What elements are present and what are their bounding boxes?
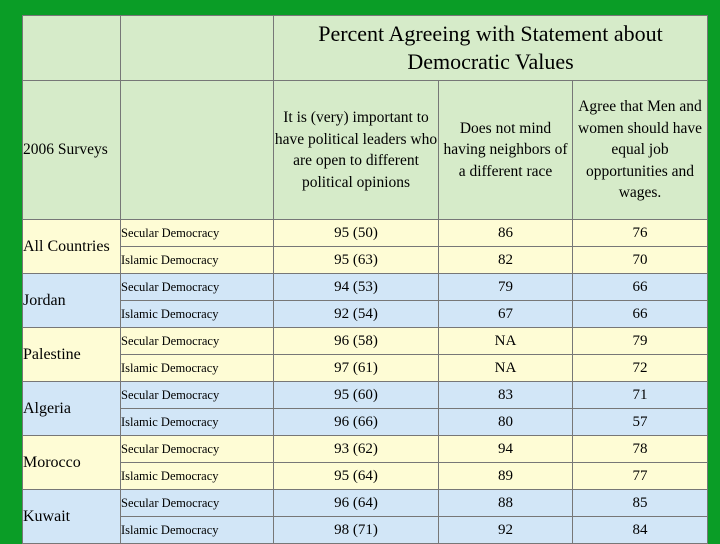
table-row: All Countries Secular Democracy 95 (50) 86 7… — [22, 219, 708, 274]
table-row: Palestine Secular Democracy 96 (58) NA 79 — [22, 327, 708, 382]
table-row: Algeria Secular Democracy 95 (60) 83 71 — [22, 381, 708, 436]
value-cell: 98 (71) — [273, 516, 439, 544]
value-cell: 70 — [572, 246, 708, 274]
value-cell: 78 — [572, 435, 708, 463]
democracy-type-cell: Islamic Democracy — [120, 300, 274, 328]
country-cell: Kuwait — [22, 489, 121, 544]
value-cell: 95 (60) — [273, 381, 439, 409]
value-cell: 94 (53) — [273, 273, 439, 301]
corner-blank-cell — [22, 15, 121, 81]
value-cell: 66 — [572, 300, 708, 328]
table-row: Islamic Democracy 97 (61) NA 72 — [22, 354, 708, 382]
value-cell: 96 (58) — [273, 327, 439, 355]
table-row: Islamic Democracy 95 (63) 82 70 — [22, 246, 708, 274]
value-cell: 67 — [438, 300, 573, 328]
value-cell: 96 (64) — [273, 489, 439, 517]
value-cell: 85 — [572, 489, 708, 517]
value-cell: 57 — [572, 408, 708, 436]
country-cell: Jordan — [22, 273, 121, 328]
type-header-blank — [120, 80, 274, 220]
democracy-type-cell: Secular Democracy — [120, 219, 274, 247]
value-cell: 83 — [438, 381, 573, 409]
table-row: Islamic Democracy 96 (66) 80 57 — [22, 408, 708, 436]
value-cell: 92 (54) — [273, 300, 439, 328]
column-header-open-leaders: It is (very) important to have political… — [273, 80, 439, 220]
democracy-type-cell: Islamic Democracy — [120, 462, 274, 490]
value-cell: 95 (64) — [273, 462, 439, 490]
democracy-type-cell: Secular Democracy — [120, 273, 274, 301]
democracy-type-cell: Islamic Democracy — [120, 246, 274, 274]
table-row: Morocco Secular Democracy 93 (62) 94 78 — [22, 435, 708, 490]
slide: Percent Agreeing with Statement about De… — [22, 15, 708, 544]
value-cell: 86 — [438, 219, 573, 247]
democracy-type-cell: Islamic Democracy — [120, 516, 274, 544]
value-cell: 92 — [438, 516, 573, 544]
value-cell: 82 — [438, 246, 573, 274]
value-cell: 79 — [572, 327, 708, 355]
value-cell: 96 (66) — [273, 408, 439, 436]
value-cell: 95 (50) — [273, 219, 439, 247]
table-row: Kuwait Secular Democracy 96 (64) 88 85 — [22, 489, 708, 544]
value-cell: 95 (63) — [273, 246, 439, 274]
value-cell: 93 (62) — [273, 435, 439, 463]
value-cell: NA — [438, 354, 573, 382]
democracy-type-cell: Islamic Democracy — [120, 354, 274, 382]
democracy-type-cell: Secular Democracy — [120, 489, 274, 517]
value-cell: 97 (61) — [273, 354, 439, 382]
value-cell: 79 — [438, 273, 573, 301]
table-row: Islamic Democracy 92 (54) 67 66 — [22, 300, 708, 328]
column-header-neighbors: Does not mind having neighbors of a diff… — [438, 80, 573, 220]
democratic-values-table: Percent Agreeing with Statement about De… — [22, 15, 708, 544]
value-cell: 71 — [572, 381, 708, 409]
table-title: Percent Agreeing with Statement about De… — [273, 15, 708, 81]
value-cell: 94 — [438, 435, 573, 463]
value-cell: 89 — [438, 462, 573, 490]
country-cell: Algeria — [22, 381, 121, 436]
table-row: Islamic Democracy 95 (64) 89 77 — [22, 462, 708, 490]
value-cell: 76 — [572, 219, 708, 247]
country-cell: Morocco — [22, 435, 121, 490]
democracy-type-cell: Secular Democracy — [120, 327, 274, 355]
table-row: Islamic Democracy 98 (71) 92 84 — [22, 516, 708, 544]
democracy-type-cell: Secular Democracy — [120, 381, 274, 409]
column-header-row: 2006 Surveys It is (very) important to h… — [22, 80, 708, 220]
corner-label: 2006 Surveys — [22, 80, 121, 220]
table-row: Jordan Secular Democracy 94 (53) 79 66 — [22, 273, 708, 328]
type-blank-cell — [120, 15, 274, 81]
country-cell: All Countries — [22, 219, 121, 274]
country-cell: Palestine — [22, 327, 121, 382]
value-cell: 84 — [572, 516, 708, 544]
democracy-type-cell: Islamic Democracy — [120, 408, 274, 436]
value-cell: 66 — [572, 273, 708, 301]
value-cell: 72 — [572, 354, 708, 382]
title-row: Percent Agreeing with Statement about De… — [22, 15, 708, 81]
value-cell: NA — [438, 327, 573, 355]
column-header-equal-opportunity: Agree that Men and women should have equ… — [572, 80, 708, 220]
value-cell: 88 — [438, 489, 573, 517]
value-cell: 80 — [438, 408, 573, 436]
democracy-type-cell: Secular Democracy — [120, 435, 274, 463]
value-cell: 77 — [572, 462, 708, 490]
